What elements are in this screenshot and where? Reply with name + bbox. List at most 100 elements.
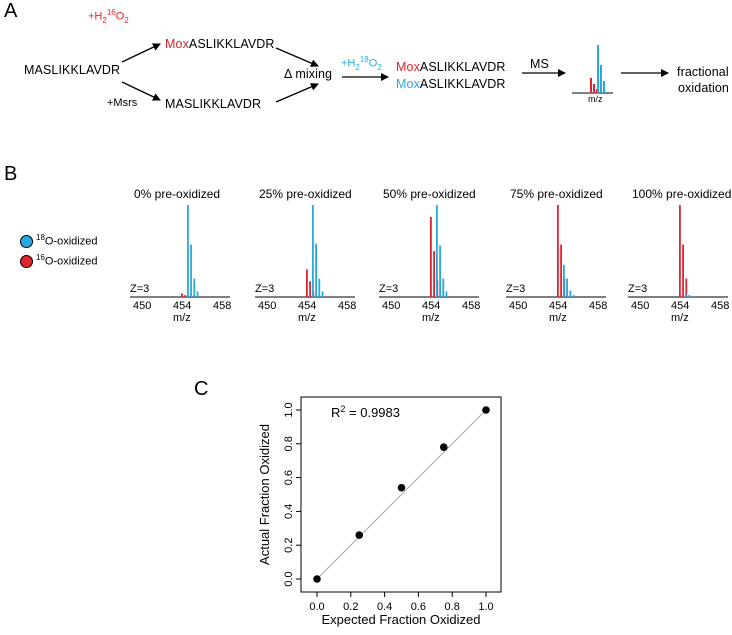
mini-spectrum-axis-label: m/z (588, 94, 603, 104)
arrow-oxidized-to-mixing (275, 47, 319, 67)
peak-18o (442, 278, 445, 297)
x-tick-label: 454 (549, 300, 568, 312)
charge-state-label: Z=3 (255, 283, 275, 295)
x-tick-label: 458 (213, 300, 232, 312)
oxidant-h2-18o2: +H218O2 (341, 55, 382, 72)
peak-18o (321, 291, 324, 297)
x-axis-label: m/z (422, 312, 440, 324)
x-tick-label: 458 (589, 300, 608, 312)
x-axis-label: m/z (298, 312, 316, 324)
y-tick-label: 0.6 (283, 470, 295, 485)
charge-state-label: Z=3 (506, 283, 526, 295)
spectrum-title: 0% pre-oxidized (134, 187, 221, 201)
x-tick-label: 454 (173, 300, 192, 312)
peak-18o (563, 264, 565, 297)
x-tick-label: 0.4 (377, 601, 392, 613)
peak-16o (560, 244, 562, 297)
y-tick-label: 1.0 (283, 402, 295, 417)
panel-c-label: C (194, 378, 209, 400)
spectrum-title: 25% pre-oxidized (259, 187, 352, 201)
peak-18o (318, 278, 321, 297)
start-peptide: MASLIKKLAVDR (24, 63, 121, 77)
x-tick-label: 1.0 (478, 601, 493, 613)
data-point (397, 483, 406, 492)
peak-16o (679, 205, 681, 297)
x-axis-label: m/z (173, 312, 191, 324)
plot-frame (300, 396, 502, 593)
x-tick-label: 450 (509, 300, 528, 312)
charge-state-label: Z=3 (379, 283, 399, 295)
panel-b-label: B (4, 163, 18, 185)
peak-18o (193, 278, 196, 297)
oxidized-product: MoxASLIKKLAVDR (165, 37, 275, 51)
mixed-peptide-18o: MoxASLIKKLAVDR (396, 77, 506, 91)
x-tick-label: 450 (631, 300, 650, 312)
x-tick-label: 458 (462, 300, 481, 312)
peak-18o (312, 205, 314, 297)
x-tick-label: 454 (298, 300, 317, 312)
peak-16o (557, 205, 559, 297)
charge-state-label: Z=3 (130, 283, 150, 295)
ms-label: MS (530, 57, 549, 71)
arrow-to-oxidized (121, 43, 161, 63)
spectrum-title: 50% pre-oxidized (383, 187, 476, 201)
reduced-product: MASLIKKLAVDR (165, 97, 262, 111)
mini-peak-blue-2 (600, 65, 602, 93)
charge-state-label: Z=3 (628, 283, 648, 295)
data-point (439, 443, 448, 451)
mini-peak-red-1 (590, 78, 592, 93)
x-tick-label: 454 (422, 300, 441, 312)
peak-18o (315, 243, 317, 297)
x-tick-label: 0.2 (343, 601, 358, 613)
peak-18o (572, 295, 575, 297)
peak-18o (685, 294, 687, 297)
y-tick-label: 0.4 (283, 504, 295, 519)
x-tick-label: 0.0 (309, 601, 324, 613)
peak-16o (433, 251, 435, 297)
peak-18o (691, 296, 694, 297)
x-tick-label: 0.8 (445, 601, 460, 613)
spectrum-title: 100% pre-oxidized (632, 187, 732, 201)
mini-peak-blue-3 (603, 81, 605, 93)
spectrum-title: 75% pre-oxidized (510, 187, 603, 201)
mixing-label: Δ mixing (284, 67, 333, 81)
r-squared-annotation: R2 = 0.9983 (331, 404, 400, 420)
peak-16o (430, 216, 432, 297)
data-point (313, 575, 321, 583)
x-axis-label: m/z (549, 312, 567, 324)
x-tick-label: 458 (338, 300, 357, 312)
peak-18o (436, 205, 438, 297)
peak-18o (196, 291, 199, 297)
x-tick-label: 454 (671, 300, 690, 312)
data-point (482, 406, 490, 414)
arrow-to-reduced (121, 81, 161, 101)
y-tick-label: 0.8 (283, 436, 295, 451)
x-tick-label: 458 (711, 300, 730, 312)
y-tick-label: 0.2 (283, 538, 295, 553)
legend-16o-label: 16O-oxidized (36, 253, 98, 268)
mixed-peptide-16o: MoxASLIKKLAVDR (396, 60, 506, 74)
data-point (355, 531, 364, 539)
x-axis-title: Expected Fraction Oxidized (322, 612, 481, 627)
peak-18o (190, 244, 192, 297)
peak-18o (439, 245, 441, 297)
peak-16o (181, 293, 183, 297)
peak-16o (685, 278, 688, 297)
legend-18o-label: 18O-oxidized (36, 233, 98, 248)
peak-16o (309, 281, 311, 297)
legend-16o-swatch (20, 255, 33, 268)
x-tick-label: 450 (382, 300, 401, 312)
y-axis-title: Actual Fraction Oxidized (257, 424, 272, 565)
peak-18o (569, 290, 572, 297)
oxidant-h2-16o2: +H216O2 (88, 8, 129, 25)
arrow-reduced-to-mixing (275, 83, 319, 103)
mini-peak-red-2 (593, 84, 595, 93)
result-line-2: oxidation (678, 81, 729, 95)
result-line-1: fractional (677, 65, 729, 79)
